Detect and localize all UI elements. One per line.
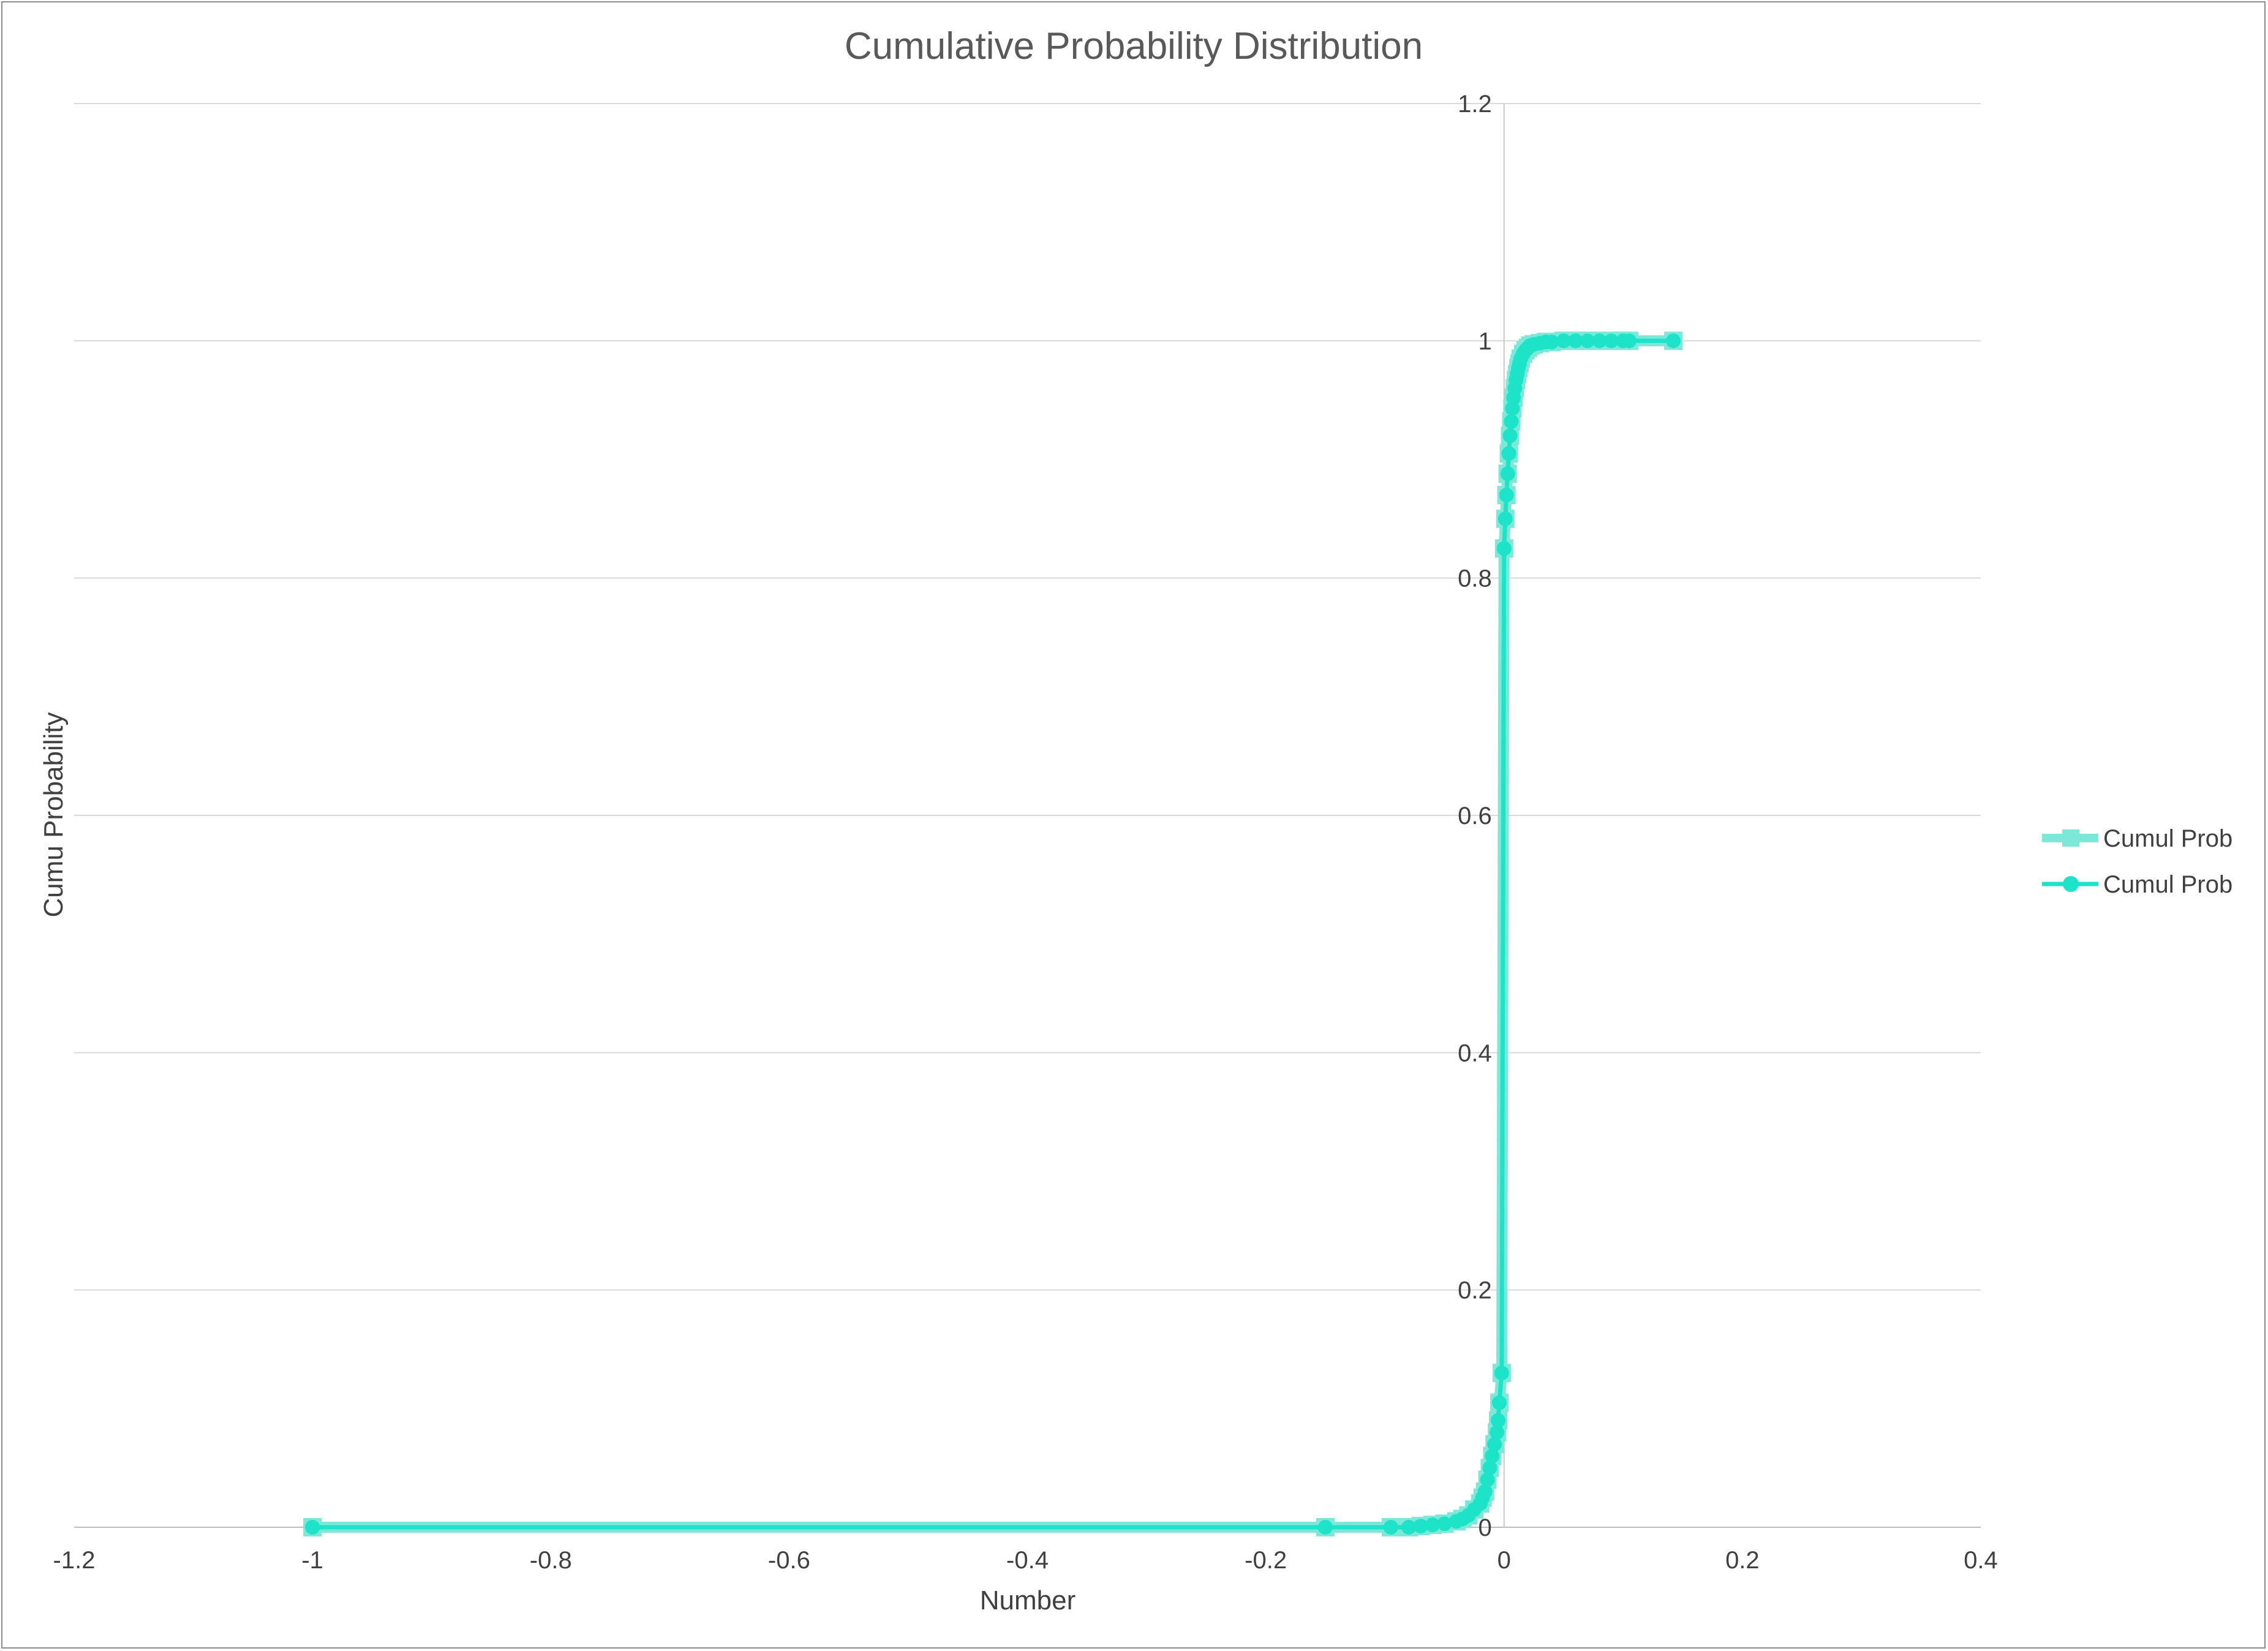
data-point — [1491, 1413, 1506, 1428]
legend-item: Cumul Prob — [2042, 825, 2232, 852]
series-0 — [303, 331, 1683, 1536]
data-series — [303, 331, 1683, 1536]
data-point — [1556, 333, 1572, 349]
x-tick-label: 0 — [1498, 1547, 1511, 1574]
legend-marker — [2062, 829, 2079, 847]
x-tick-label: -0.8 — [530, 1547, 572, 1574]
data-point — [1666, 333, 1681, 349]
x-axis-title: Number — [980, 1585, 1076, 1615]
y-tick-label: 0.4 — [1458, 1040, 1492, 1067]
legend: Cumul Prob Cumul Prob — [2042, 825, 2232, 898]
data-point — [1490, 1425, 1505, 1440]
data-point — [1413, 1519, 1428, 1534]
y-tick-label: 0 — [1479, 1514, 1492, 1541]
data-point — [305, 1520, 320, 1535]
legend-label: Cumul Prob — [2103, 871, 2232, 898]
y-tick-label: 1 — [1479, 328, 1492, 355]
data-point — [1480, 1472, 1495, 1487]
legend-label: Cumul Prob — [2103, 825, 2232, 852]
legend-item: Cumul Prob — [2042, 871, 2232, 898]
x-tick-label: 0.2 — [1725, 1547, 1760, 1574]
y-tick-label: 1.2 — [1458, 91, 1492, 118]
data-point — [1505, 401, 1520, 416]
data-point — [1485, 1448, 1500, 1464]
y-tick-label: 0.2 — [1458, 1277, 1492, 1304]
data-point — [1622, 333, 1637, 349]
data-point — [1500, 466, 1515, 482]
series-line — [310, 338, 1676, 1530]
data-point — [1477, 1484, 1493, 1499]
gridlines — [74, 103, 1981, 1291]
data-point — [1401, 1520, 1417, 1535]
x-tick-label: 0.4 — [1964, 1547, 1998, 1574]
x-tick-label: -0.4 — [1006, 1547, 1049, 1574]
data-point — [1317, 1520, 1333, 1535]
data-point — [1496, 541, 1512, 556]
data-point — [1502, 428, 1518, 444]
data-point — [1383, 1520, 1398, 1535]
data-point — [1425, 1517, 1441, 1533]
y-tick-label: 0.6 — [1458, 803, 1492, 829]
data-point — [1580, 333, 1595, 349]
series-1 — [305, 333, 1681, 1535]
y-axis-title: Cumu Probability — [39, 712, 69, 917]
x-tick-label: -0.6 — [768, 1547, 810, 1574]
x-tick-label: -1 — [301, 1547, 323, 1574]
data-point — [1499, 488, 1514, 503]
data-point — [1568, 333, 1583, 349]
data-point — [1603, 333, 1619, 349]
data-point — [1494, 1366, 1509, 1381]
data-point — [1498, 511, 1513, 526]
data-point — [1504, 414, 1519, 429]
series-line — [307, 335, 1679, 1533]
chart-title: Cumulative Probability Distribution — [845, 25, 1423, 67]
data-point — [1544, 334, 1559, 350]
data-point — [1501, 446, 1516, 461]
y-tick-label: 0.8 — [1458, 565, 1492, 592]
data-point — [1491, 1395, 1507, 1410]
data-point — [1592, 333, 1607, 349]
tick-labels: -1.2 -1 -0.8 -0.6 -0.4 -0.2 0 0.2 0.4 0 0.2 0.4 0.6 0… — [53, 91, 1998, 1574]
x-tick-label: -0.2 — [1245, 1547, 1287, 1574]
data-point — [1437, 1516, 1452, 1532]
data-point — [1487, 1437, 1502, 1452]
x-tick-label: -1.2 — [53, 1547, 96, 1574]
legend-marker — [2063, 876, 2079, 892]
data-point — [1482, 1460, 1498, 1476]
